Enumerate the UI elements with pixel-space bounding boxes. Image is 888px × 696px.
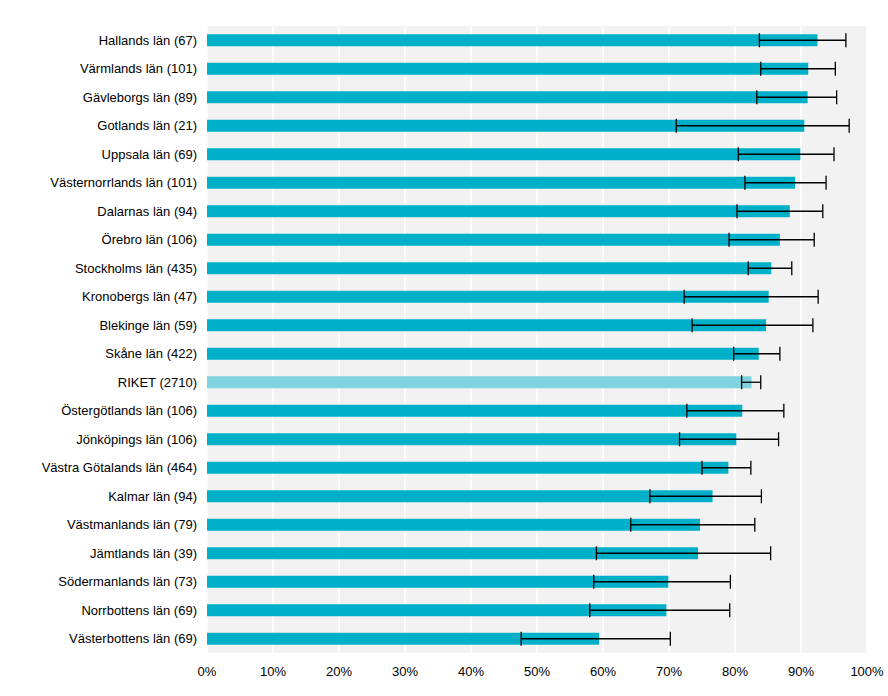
svg-text:30%: 30% [392, 664, 418, 679]
svg-text:Kalmar län (94): Kalmar län (94) [108, 489, 197, 504]
svg-text:Värmlands län (101): Värmlands län (101) [80, 61, 197, 76]
svg-text:10%: 10% [260, 664, 286, 679]
svg-text:Jämtlands län (39): Jämtlands län (39) [90, 546, 197, 561]
svg-text:Norrbottens län (69): Norrbottens län (69) [81, 603, 197, 618]
svg-text:Skåne län (422): Skåne län (422) [105, 346, 197, 361]
svg-text:Blekinge län (59): Blekinge län (59) [99, 318, 197, 333]
svg-text:70%: 70% [656, 664, 682, 679]
svg-text:Hallands län (67): Hallands län (67) [99, 33, 197, 48]
svg-text:Kronobergs län (47): Kronobergs län (47) [82, 289, 197, 304]
svg-text:Västernorrlands län (101): Västernorrlands län (101) [50, 175, 197, 190]
svg-text:100%: 100% [850, 664, 884, 679]
svg-text:40%: 40% [458, 664, 484, 679]
svg-text:60%: 60% [590, 664, 616, 679]
svg-text:Gävleborgs län (89): Gävleborgs län (89) [83, 90, 197, 105]
svg-text:Stockholms län (435): Stockholms län (435) [75, 261, 197, 276]
svg-text:20%: 20% [326, 664, 352, 679]
svg-text:0%: 0% [198, 664, 217, 679]
svg-text:Dalarnas län (94): Dalarnas län (94) [97, 204, 197, 219]
svg-text:Södermanlands län (73): Södermanlands län (73) [58, 574, 197, 589]
svg-text:Gotlands län (21): Gotlands län (21) [97, 118, 197, 133]
svg-text:Västerbottens län (69): Västerbottens län (69) [69, 631, 197, 646]
svg-text:Västra Götalands län (464): Västra Götalands län (464) [42, 460, 197, 475]
svg-text:Jönköpings län (106): Jönköpings län (106) [76, 432, 197, 447]
svg-text:Uppsala län (69): Uppsala län (69) [102, 147, 197, 162]
svg-text:Västmanlands län (79): Västmanlands län (79) [67, 517, 197, 532]
svg-text:50%: 50% [524, 664, 550, 679]
svg-text:Östergötlands län (106): Östergötlands län (106) [61, 403, 197, 418]
svg-text:RIKET (2710): RIKET (2710) [118, 375, 197, 390]
svg-text:90%: 90% [788, 664, 814, 679]
svg-text:Örebro län (106): Örebro län (106) [102, 232, 197, 247]
svg-text:80%: 80% [722, 664, 748, 679]
